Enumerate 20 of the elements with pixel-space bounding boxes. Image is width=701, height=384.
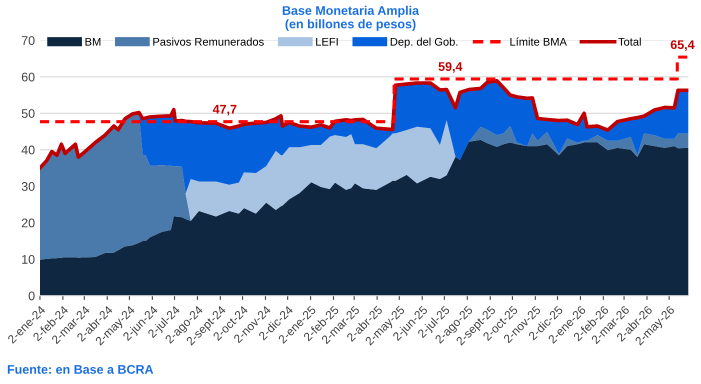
source-note: Fuente: en Base a BCRA (8, 365, 154, 374)
legend-label: Dep. del Gob. (390, 38, 458, 48)
y-tick-label: 30 (22, 182, 35, 191)
y-tick-label: 40 (21, 146, 35, 154)
legend-label: Total (618, 38, 641, 46)
annotation: 47,7 (212, 104, 236, 116)
legend-label: Límite BMA (510, 37, 567, 46)
legend-label: BM (86, 38, 100, 46)
y-tick-label: 50 (22, 109, 35, 118)
legend-label: LEFI (316, 38, 338, 46)
legend-label: Pasivos Remunerados (153, 38, 264, 46)
chart-title: Base Monetaria Amplia (en billones de pesos) (282, 6, 420, 31)
annotation: 59,4 (438, 62, 462, 73)
y-tick-label: 0 (28, 291, 35, 300)
y-tick-label: 60 (22, 72, 35, 82)
y-tick-label: 70 (22, 36, 35, 45)
y-tick-label: 20 (22, 218, 35, 228)
y-tick-label: 10 (22, 255, 35, 264)
annotation: 65,4 (670, 40, 695, 51)
line-series (40, 79, 688, 170)
